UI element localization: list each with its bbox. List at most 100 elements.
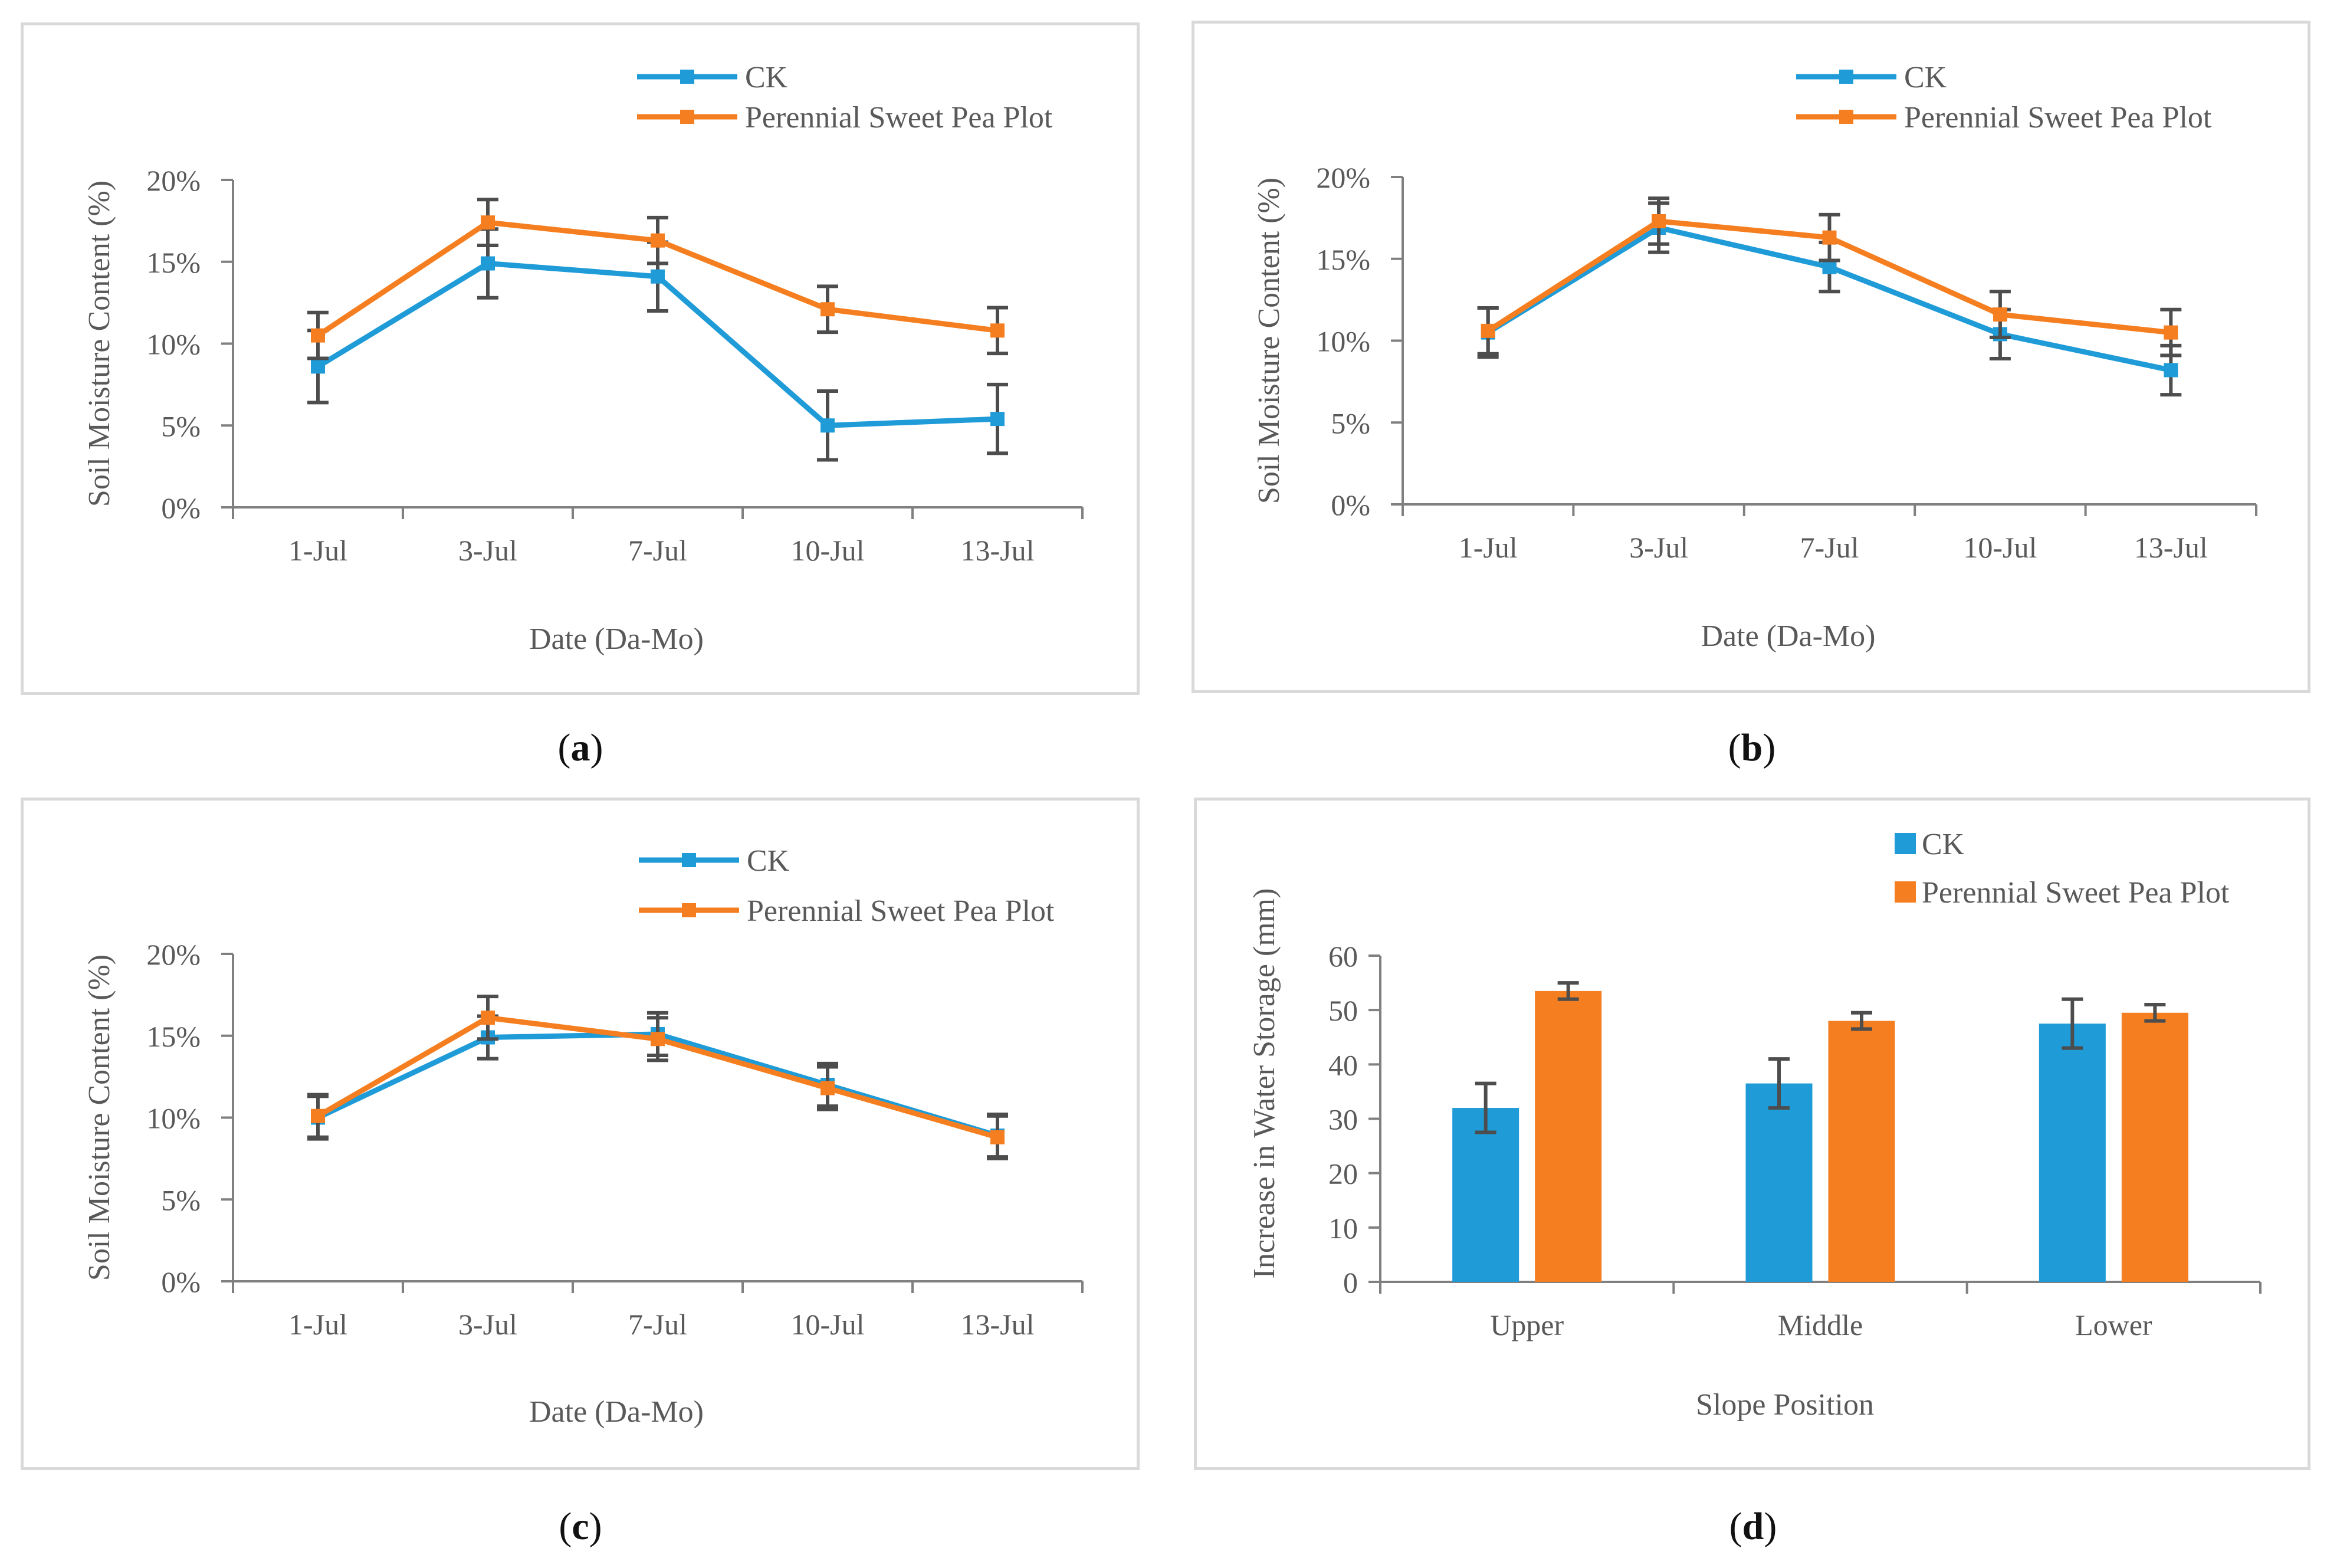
b-legend-marker	[1839, 110, 1853, 124]
b-x-tick-label: 1-Jul	[1459, 531, 1518, 564]
a-legend-marker	[680, 70, 694, 84]
b-data-point	[2164, 325, 2178, 340]
a-x-tick-label: 1-Jul	[288, 534, 347, 567]
b-y-tick-label: 5%	[1331, 406, 1370, 439]
a-data-point	[820, 418, 835, 433]
d-bar-psp	[1535, 990, 1602, 1282]
caption-b-letter: b	[1741, 726, 1763, 769]
d-y-tick-label: 50	[1328, 994, 1358, 1027]
a-x-tick-label: 13-Jul	[961, 534, 1035, 567]
c-x-tick-label: 10-Jul	[791, 1308, 865, 1341]
c-data-point	[311, 1108, 325, 1123]
c-y-tick-label: 5%	[161, 1183, 201, 1216]
a-data-point	[651, 269, 665, 284]
d-y-tick-label: 60	[1328, 940, 1358, 973]
a-data-point	[311, 328, 325, 343]
b-y-tick-label: 10%	[1316, 325, 1370, 358]
b-data-point	[1822, 230, 1837, 245]
c-data-point	[990, 1130, 1005, 1144]
d-bar-psp	[1828, 1021, 1895, 1282]
a-data-point	[311, 359, 325, 374]
d-y-tick-label: 30	[1328, 1103, 1358, 1136]
c-y-tick-label: 15%	[146, 1020, 201, 1053]
c-data-point	[820, 1081, 835, 1095]
a-x-tick-label: 7-Jul	[628, 534, 687, 567]
a-data-point	[990, 412, 1005, 427]
a-data-point	[481, 215, 495, 230]
b-data-point	[1822, 260, 1837, 274]
c-y-tick-label: 0%	[161, 1265, 201, 1298]
b-x-tick-label: 13-Jul	[2134, 531, 2208, 564]
c-x-axis-title: Date (Da-Mo)	[529, 1395, 704, 1429]
a-legend-label: CK	[745, 61, 788, 94]
b-data-point	[1993, 307, 2007, 322]
caption-a-letter: a	[570, 726, 590, 769]
c-x-tick-label: 1-Jul	[288, 1308, 347, 1341]
c-legend-marker	[682, 853, 696, 867]
a-legend-label: Perennial Sweet Pea Plot	[745, 101, 1053, 135]
d-y-tick-label: 20	[1328, 1157, 1358, 1190]
d-y-axis-title: Increase in Water Storage (mm)	[1248, 888, 1281, 1279]
a-data-point	[820, 302, 835, 317]
b-y-tick-label: 20%	[1316, 161, 1370, 194]
b-x-tick-label: 10-Jul	[1963, 531, 2037, 564]
b-y-tick-label: 15%	[1316, 243, 1370, 276]
d-x-axis-title: Slope Position	[1696, 1388, 1874, 1422]
d-x-tick-label: Upper	[1490, 1308, 1564, 1341]
a-y-tick-label: 0%	[161, 491, 201, 524]
c-x-tick-label: 7-Jul	[628, 1308, 687, 1341]
d-bar-ck	[1452, 1108, 1519, 1282]
b-x-tick-label: 3-Jul	[1629, 531, 1688, 564]
panel-a	[21, 22, 1140, 695]
d-x-tick-label: Middle	[1778, 1308, 1863, 1341]
d-y-tick-label: 10	[1328, 1212, 1358, 1245]
d-y-tick-label: 40	[1328, 1048, 1358, 1081]
c-y-axis-title: Soil Moisture Content (%)	[83, 954, 116, 1281]
d-legend-swatch	[1895, 881, 1916, 903]
caption-c-letter: c	[572, 1505, 589, 1548]
d-bar-ck	[1745, 1083, 1813, 1282]
d-legend-label: CK	[1922, 828, 1965, 861]
a-legend-marker	[680, 110, 694, 124]
caption-d: (d)	[1729, 1505, 1777, 1548]
b-y-tick-label: 0%	[1331, 488, 1370, 521]
a-data-point	[481, 256, 495, 271]
b-data-point	[2164, 363, 2178, 378]
d-y-tick-label: 0	[1343, 1266, 1358, 1299]
b-legend-marker	[1839, 70, 1853, 84]
d-legend-swatch	[1895, 833, 1916, 854]
a-y-tick-label: 5%	[161, 409, 201, 442]
d-x-tick-label: Lower	[2075, 1308, 2152, 1341]
c-y-tick-label: 20%	[146, 938, 201, 971]
caption-c: (c)	[559, 1505, 602, 1548]
b-x-tick-label: 7-Jul	[1800, 531, 1859, 564]
a-y-axis-title: Soil Moisture Content (%)	[83, 181, 116, 507]
c-x-tick-label: 3-Jul	[458, 1308, 517, 1341]
c-legend-label: Perennial Sweet Pea Plot	[747, 894, 1055, 928]
a-y-tick-label: 20%	[146, 164, 201, 197]
c-legend-label: CK	[747, 844, 790, 878]
a-y-tick-label: 15%	[146, 246, 201, 279]
c-data-point	[651, 1032, 665, 1047]
panel-c	[21, 798, 1140, 1470]
c-legend-marker	[682, 903, 696, 917]
a-y-tick-label: 10%	[146, 328, 201, 361]
d-bar-ck	[2039, 1024, 2106, 1282]
caption-b: (b)	[1728, 726, 1776, 769]
a-data-point	[651, 233, 665, 248]
b-data-point	[1652, 214, 1666, 228]
a-x-tick-label: 3-Jul	[458, 534, 517, 567]
b-y-axis-title: Soil Moisture Content (%)	[1252, 178, 1286, 504]
c-data-point	[481, 1011, 495, 1025]
a-data-point	[990, 323, 1005, 338]
caption-d-letter: d	[1742, 1505, 1764, 1548]
a-x-tick-label: 10-Jul	[791, 534, 865, 567]
b-legend-label: Perennial Sweet Pea Plot	[1904, 101, 2212, 135]
d-legend-label: Perennial Sweet Pea Plot	[1922, 876, 2230, 910]
caption-a: (a)	[557, 726, 603, 769]
a-x-axis-title: Date (Da-Mo)	[529, 622, 704, 656]
